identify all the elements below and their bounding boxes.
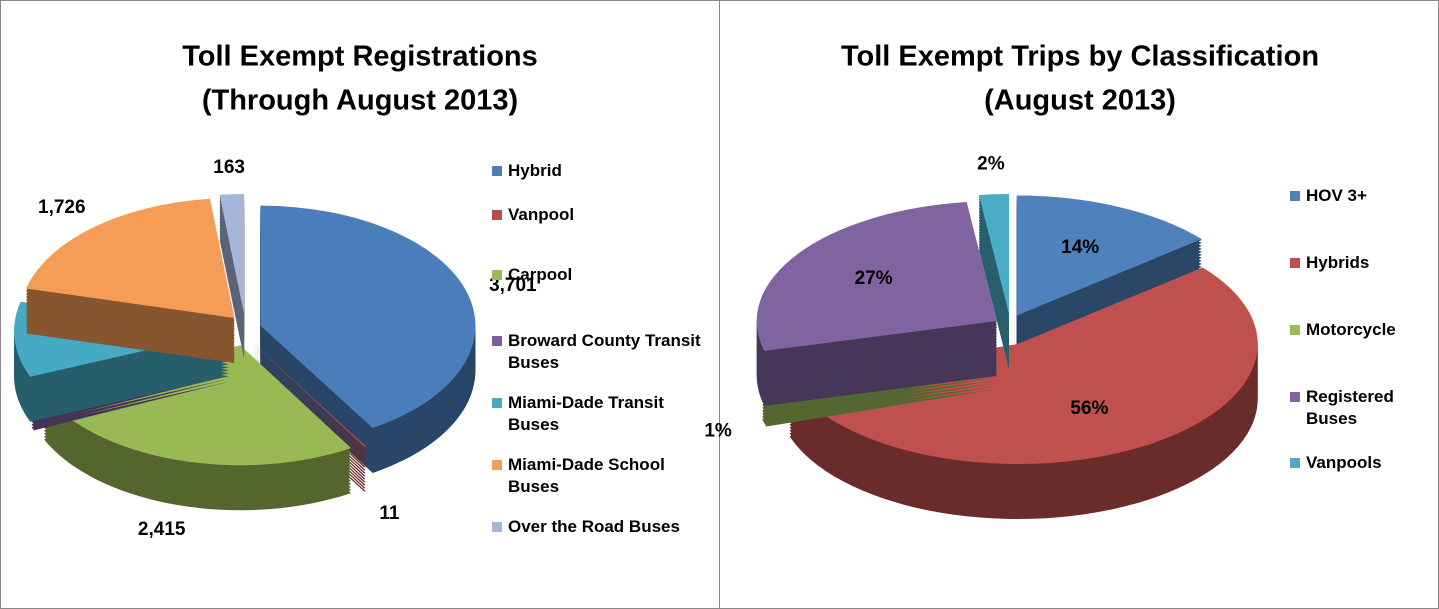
slice-side — [253, 349, 366, 453]
legend-item: Miami-Dade Transit Buses — [492, 392, 712, 436]
legend-swatch — [492, 270, 502, 280]
legend-label: Registered Buses — [1306, 387, 1394, 428]
slice-top — [26, 198, 235, 318]
slice-side — [762, 383, 995, 421]
slice-top — [1016, 195, 1202, 316]
legend-item: Hybrids — [1290, 252, 1439, 274]
legend-item: Vanpools — [1290, 452, 1439, 474]
legend-swatch — [492, 522, 502, 532]
slice — [978, 194, 1009, 370]
legend-item: Broward County Transit Buses — [492, 330, 712, 374]
legend-label: Motorcycle — [1306, 320, 1396, 339]
data-label: 3,701 — [489, 275, 537, 296]
slice-side — [253, 346, 366, 450]
slice-side — [31, 378, 231, 428]
data-label: 2,415 — [138, 519, 186, 540]
legend-swatch — [1290, 191, 1300, 201]
slice-side — [253, 352, 366, 456]
slice-top — [219, 194, 245, 315]
data-label: 56% — [1070, 398, 1108, 419]
legend-swatch — [1290, 392, 1300, 402]
legend-swatch — [492, 460, 502, 470]
legend-label: Miami-Dade School Buses — [508, 455, 665, 496]
chart-title: Toll Exempt Registrations — [182, 41, 538, 73]
legend-swatch — [492, 398, 502, 408]
slice — [789, 267, 1258, 520]
legend: HOV 3+ Hybrids Motorcycle Registered Buses V… — [1290, 185, 1439, 474]
legend-swatch — [492, 336, 502, 346]
legend-item: HOV 3+ — [1290, 185, 1439, 207]
legend-label: Hybrid — [508, 161, 562, 180]
data-label: 1% — [704, 420, 732, 441]
legend-label: HOV 3+ — [1306, 186, 1367, 205]
legend-label: Over the Road Buses — [508, 517, 680, 536]
legend-label: Hybrids — [1306, 253, 1370, 272]
data-label: 2% — [977, 153, 1005, 174]
slice-side — [253, 355, 366, 459]
legend-swatch — [1290, 325, 1300, 335]
data-label: 1,726 — [38, 197, 86, 218]
slice-top — [789, 267, 1258, 465]
slice-side — [31, 381, 231, 431]
data-label: 11 — [379, 503, 400, 524]
data-label: 163 — [213, 157, 245, 178]
legend-item: Over the Road Buses — [492, 516, 712, 538]
legend: Hybrid Vanpool Carpool Broward County Trans… — [492, 160, 712, 538]
slice-top — [756, 201, 997, 351]
legend-label: Broward County Transit Buses — [508, 331, 701, 372]
data-label: 27% — [855, 268, 893, 289]
slice — [756, 201, 997, 406]
legend-swatch — [492, 166, 502, 176]
slice — [219, 194, 245, 360]
slice-side — [762, 377, 995, 415]
legend-label: Carpool — [508, 265, 573, 284]
legend-item: Carpool — [492, 264, 712, 286]
slice-top — [260, 205, 476, 428]
legend-item: Vanpool — [492, 204, 712, 226]
chart-title: Toll Exempt Trips by Classification — [841, 41, 1319, 73]
slice — [26, 198, 235, 363]
chart-subtitle: (August 2013) — [984, 85, 1176, 117]
legend-label: Vanpool — [508, 205, 575, 224]
legend-item: Registered Buses — [1290, 386, 1439, 430]
slice-top — [978, 194, 1009, 315]
slice-side — [31, 375, 231, 425]
legend-label: Miami-Dade Transit Buses — [508, 393, 664, 434]
chart-subtitle: (Through August 2013) — [202, 85, 518, 117]
legend-swatch — [1290, 258, 1300, 268]
legend-label: Vanpools — [1306, 453, 1382, 472]
legend-swatch — [492, 210, 502, 220]
slice — [1016, 195, 1202, 371]
legend-item: Hybrid — [492, 160, 712, 182]
slice-side — [762, 380, 995, 418]
legend-item: Miami-Dade School Buses — [492, 454, 712, 498]
data-label: 14% — [1061, 237, 1099, 258]
legend-item: Motorcycle — [1290, 319, 1439, 341]
slice-side — [762, 389, 995, 427]
legend-swatch — [1290, 458, 1300, 468]
slice-side — [762, 386, 995, 424]
slice-top — [253, 343, 366, 447]
